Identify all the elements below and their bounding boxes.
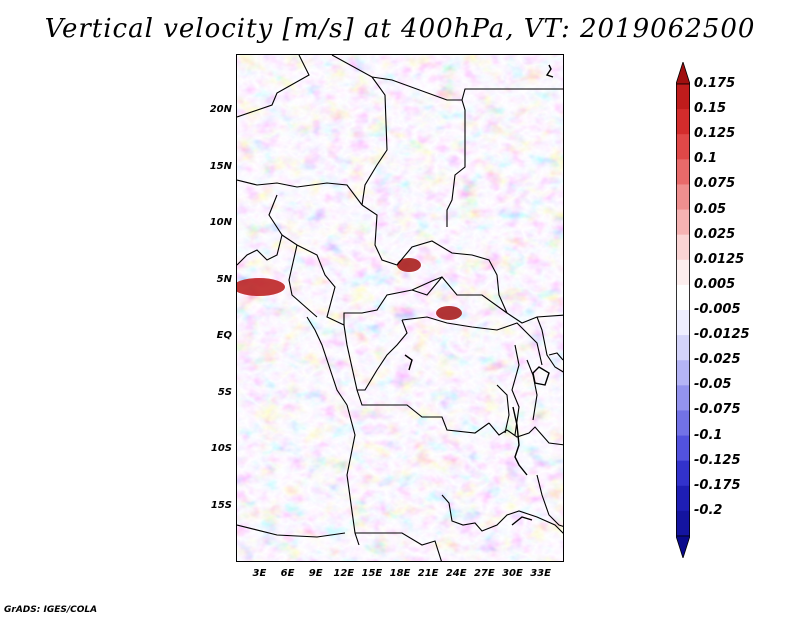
vertical-velocity-field <box>237 55 563 561</box>
lat-tick-label: 5S <box>217 386 232 398</box>
lat-tick-label: 10S <box>210 443 232 455</box>
colorbar-segment <box>676 234 690 261</box>
lon-tick-label: 3E <box>252 568 267 579</box>
colorbar-tick-label: -0.175 <box>694 477 741 493</box>
lake-outlines <box>404 64 554 526</box>
colorbar-segment <box>676 159 690 185</box>
lon-tick-label: 15E <box>361 568 383 579</box>
colorbar-segment <box>676 460 690 487</box>
colorbar-tick-label: 0.1 <box>694 151 718 167</box>
colorbar-tick-label: 0.05 <box>694 201 727 217</box>
map-title: Vertical velocity [m/s] at 400hPa, VT: 2… <box>44 14 756 44</box>
velocity-shading-detail <box>237 55 563 561</box>
updraft-core-central <box>397 258 421 272</box>
updraft-core-east <box>436 306 462 320</box>
colorbar-segment <box>676 335 690 361</box>
colorbar-tick-label: -0.005 <box>694 302 741 317</box>
colorbar-tick-label: 0.025 <box>694 226 736 242</box>
lat-tick-label: 5N <box>216 273 232 285</box>
lon-tick-label: 24E <box>445 568 467 579</box>
colorbar-tick-label: -0.125 <box>694 452 741 468</box>
lon-tick-label: 18E <box>389 568 411 579</box>
colorbar-tick-label: 0.175 <box>694 76 736 91</box>
lon-tick-label: 12E <box>333 568 355 579</box>
lon-tick-label: 33E <box>530 568 551 579</box>
colorbar-segment <box>676 310 690 336</box>
colorbar-tick-label: 0.125 <box>694 126 736 142</box>
colorbar-segment <box>676 485 690 512</box>
colorbar-tick-label: -0.2 <box>694 502 723 518</box>
colorbar-tick-label: -0.1 <box>694 427 723 443</box>
colorbar-tick-label: -0.05 <box>694 377 732 393</box>
grads-credit: GrADS: IGES/COLA <box>4 605 98 615</box>
colorbar-tick-label: -0.075 <box>694 402 741 418</box>
colorbar-tick-label: 0.005 <box>694 276 736 292</box>
colorbar-segment <box>676 134 690 160</box>
colorbar-segment <box>676 209 690 236</box>
lon-tick-label: 6E <box>280 568 295 579</box>
colorbar-min-arrow <box>676 535 690 558</box>
colorbar-segment <box>676 184 690 211</box>
lon-tick-label: 27E <box>473 568 495 579</box>
lat-tick-label: 20N <box>209 104 232 116</box>
colorbar-segment <box>676 385 690 411</box>
lon-tick-label: 21E <box>417 568 439 579</box>
map-panel <box>236 54 564 562</box>
country-borders <box>237 55 563 561</box>
colorbar-segment <box>676 410 690 437</box>
colorbar-segment <box>676 284 690 311</box>
colorbar-segment <box>676 360 690 386</box>
colorbar-tick-label: -0.0125 <box>694 327 750 343</box>
lat-tick-label: 15S <box>210 499 232 511</box>
colorbar-segment <box>676 109 690 135</box>
colorbar-segment <box>676 84 690 110</box>
lon-tick-label: 9E <box>308 568 323 579</box>
colorbar-segment <box>676 510 690 537</box>
lat-tick-label: EQ <box>216 330 232 342</box>
colorbar-segment <box>676 259 690 286</box>
lat-tick-label: 15N <box>209 160 232 172</box>
lat-tick-label: 10N <box>209 217 232 229</box>
colorbar-max-arrow <box>676 62 690 85</box>
colorbar-tick-label: 0.15 <box>694 101 727 117</box>
lon-tick-label: 30E <box>502 568 523 579</box>
updraft-core-west <box>237 278 285 296</box>
colorbar-tick-label: 0.0125 <box>694 251 745 267</box>
colorbar-tick-label: 0.075 <box>694 176 736 192</box>
colorbar <box>676 62 690 558</box>
colorbar-tick-label: -0.025 <box>694 352 741 368</box>
colorbar-segment <box>676 435 690 462</box>
